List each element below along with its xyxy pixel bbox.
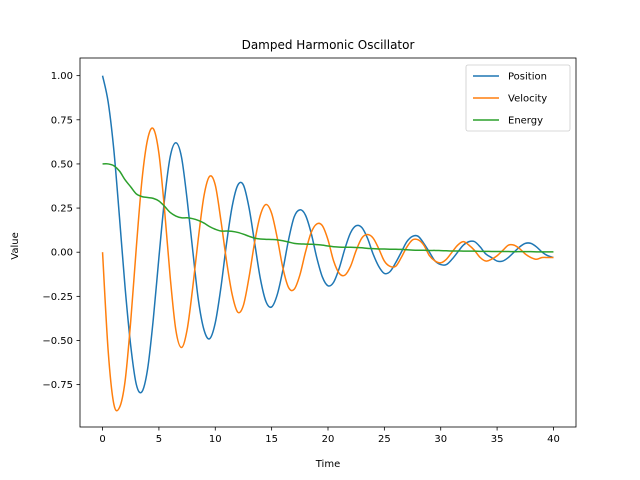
series-line-1 bbox=[101, 75, 554, 394]
legend: Position Velocity Energy bbox=[465, 64, 571, 132]
y-tick-label: 1.00 bbox=[51, 71, 73, 82]
plot-area: 0 5 10 15 20 25 30 35 40 −0.75 −0.50 −0.25 0.00 0.25 0… bbox=[42, 57, 577, 445]
x-tick-label: 25 bbox=[378, 434, 391, 445]
legend-label-2: Velocity bbox=[508, 94, 547, 105]
series-line-2 bbox=[101, 127, 554, 412]
x-tick-label: 10 bbox=[209, 434, 222, 445]
y-tick-label: −0.25 bbox=[42, 292, 73, 303]
series-line-3 bbox=[102, 163, 554, 253]
x-tick-label: 15 bbox=[265, 434, 278, 445]
x-tick-label: 40 bbox=[547, 434, 560, 445]
y-tick-label: 0.75 bbox=[51, 115, 73, 126]
y-axis-label: Value bbox=[10, 232, 21, 259]
y-tick-label: −0.75 bbox=[42, 380, 73, 391]
legend-label-1: Position bbox=[508, 72, 547, 83]
x-tick-label: 0 bbox=[99, 434, 105, 445]
chart-title: Damped Harmonic Oscillator bbox=[242, 38, 415, 52]
legend-box bbox=[465, 64, 571, 132]
x-tick-label: 5 bbox=[156, 434, 162, 445]
x-tick-label: 30 bbox=[434, 434, 447, 445]
y-tick-label: 0.50 bbox=[51, 159, 73, 170]
x-axis-label: Time bbox=[315, 459, 340, 470]
y-tick-label: 0.25 bbox=[51, 204, 73, 215]
y-tick-label: 0.00 bbox=[51, 248, 73, 259]
legend-label-3: Energy bbox=[508, 116, 543, 127]
y-tick-label: −0.50 bbox=[42, 336, 73, 347]
x-tick-label: 20 bbox=[322, 434, 335, 445]
x-tick-label: 35 bbox=[491, 434, 504, 445]
